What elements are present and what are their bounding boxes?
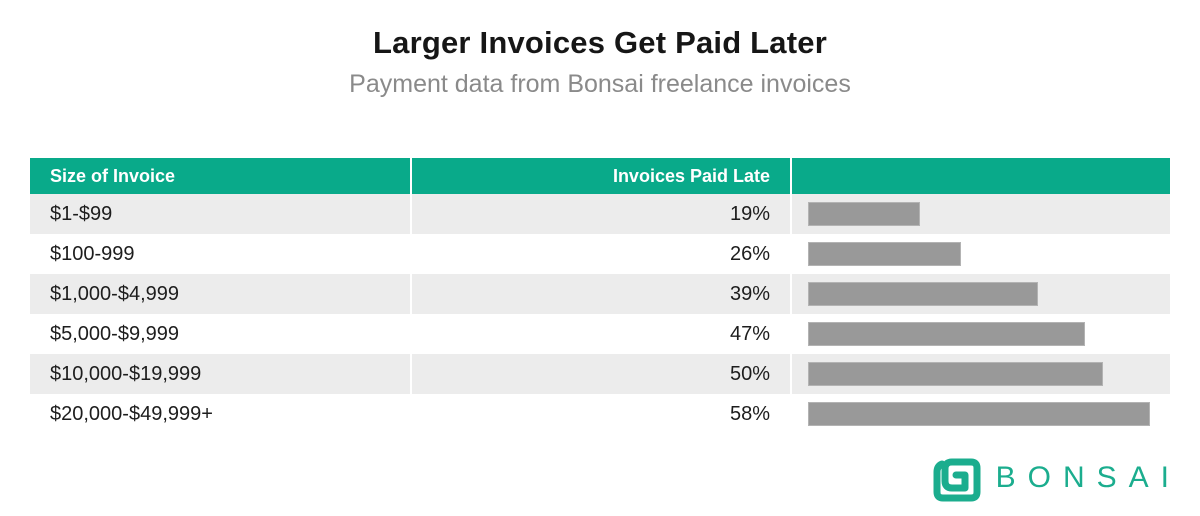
- invoice-size-label: $100-999: [50, 242, 135, 265]
- bonsai-spiral-icon: [933, 458, 981, 502]
- invoice-size-label: $10,000-$19,999: [50, 362, 202, 385]
- table-row: $5,000-$9,999 47%: [30, 314, 1170, 354]
- paid-late-bar: [808, 282, 1038, 306]
- table-row: $100-999 26%: [30, 234, 1170, 274]
- invoice-size-label: $20,000-$49,999+: [50, 402, 213, 425]
- bar-cell: [790, 194, 1170, 234]
- bar-cell: [790, 314, 1170, 354]
- paid-late-bar: [808, 402, 1150, 426]
- column-header-invoices-paid-late: Invoices Paid Late: [410, 158, 790, 194]
- bar-cell: [790, 394, 1170, 434]
- bonsai-logo: BONSAI: [929, 449, 1169, 507]
- paid-late-percent: 26%: [410, 234, 790, 274]
- invoice-table: Size of Invoice Invoices Paid Late $1-$9…: [30, 158, 1170, 434]
- paid-late-percent: 47%: [410, 314, 790, 354]
- paid-late-percent: 58%: [410, 394, 790, 434]
- page-title: Larger Invoices Get Paid Later: [373, 25, 827, 60]
- column-header-bar-spacer: [790, 158, 1170, 194]
- invoice-size-label: $1-$99: [50, 202, 113, 225]
- table-header-row: Size of Invoice Invoices Paid Late: [30, 158, 1170, 194]
- bar-cell: [790, 354, 1170, 394]
- paid-late-bar: [808, 362, 1103, 386]
- invoice-size-label: $5,000-$9,999: [50, 322, 180, 345]
- paid-late-bar: [808, 202, 920, 226]
- table-row: $10,000-$19,999 50%: [30, 354, 1170, 394]
- paid-late-percent: 39%: [410, 274, 790, 314]
- table-row: $20,000-$49,999+ 58%: [30, 394, 1170, 434]
- paid-late-bar: [808, 242, 961, 266]
- table-body: $1-$99 19% $100-999 26% $1,000-$4,999 39…: [30, 194, 1170, 434]
- paid-late-bar: [808, 322, 1085, 346]
- bar-cell: [790, 234, 1170, 274]
- bar-cell: [790, 274, 1170, 314]
- paid-late-percent: 19%: [410, 194, 790, 234]
- paid-late-percent: 50%: [410, 354, 790, 394]
- table-row: $1,000-$4,999 39%: [30, 274, 1170, 314]
- bonsai-logo-text: BONSAI: [995, 461, 1181, 494]
- invoice-size-label: $1,000-$4,999: [50, 282, 180, 305]
- column-header-size-of-invoice: Size of Invoice: [50, 165, 176, 186]
- page-subtitle: Payment data from Bonsai freelance invoi…: [349, 70, 851, 98]
- table-row: $1-$99 19%: [30, 194, 1170, 234]
